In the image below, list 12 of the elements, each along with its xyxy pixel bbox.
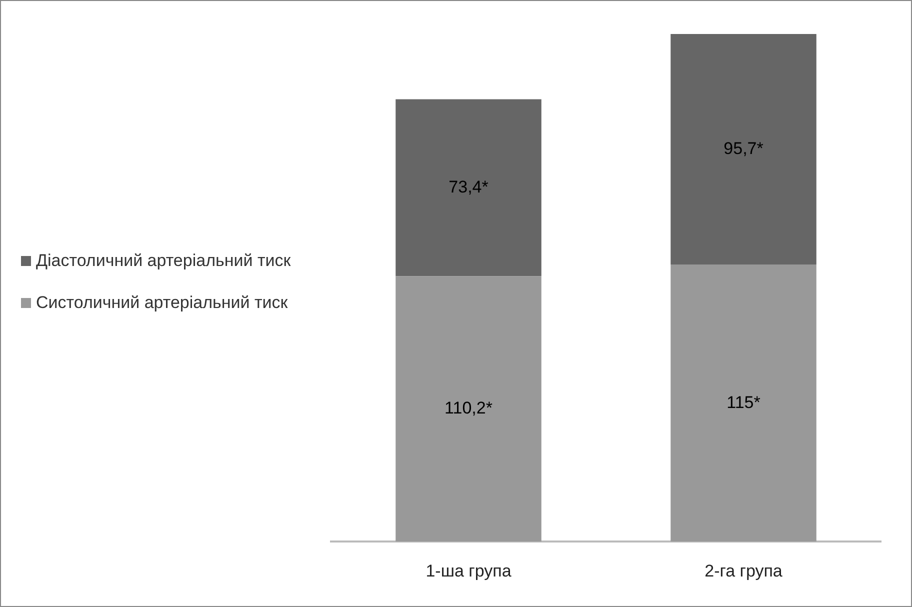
bar — [670, 264, 816, 542]
bar — [396, 276, 542, 542]
legend-label: Діастоличний артеріальний тиск — [36, 250, 291, 272]
x-tick-label: 2-га група — [704, 561, 783, 580]
bar — [670, 34, 816, 265]
data-label: 110,2* — [444, 398, 493, 418]
x-tick-label: 1-ша група — [426, 561, 512, 580]
data-label: 95,7* — [724, 138, 764, 158]
bar — [396, 99, 542, 276]
data-label: 73,4* — [448, 177, 489, 196]
legend-label: Систоличний артеріальний тиск — [36, 292, 288, 314]
data-label: 115* — [726, 392, 761, 412]
